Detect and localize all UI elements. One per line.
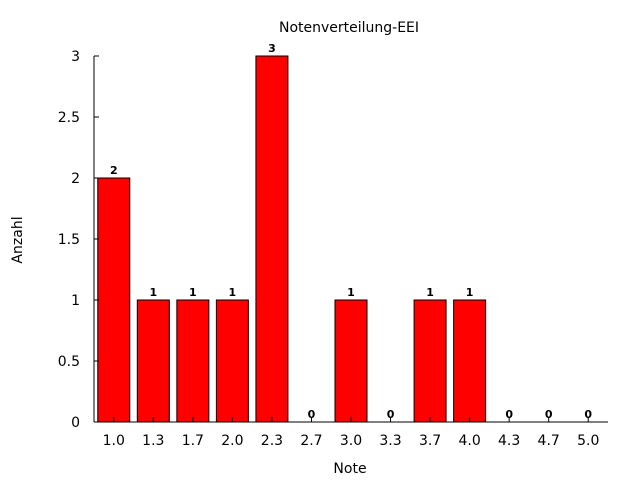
data-label-4.7: 0 xyxy=(545,408,553,421)
x-tick-label: 3.7 xyxy=(419,433,441,449)
data-label-3.3: 0 xyxy=(387,408,395,421)
data-labels-group: 2 1 1 1 3 0 1 0 1 1 0 0 0 xyxy=(110,42,592,421)
x-tick-label: 2.7 xyxy=(300,433,322,449)
x-tick-label: 4.0 xyxy=(458,433,480,449)
x-tick-label: 4.7 xyxy=(538,433,560,449)
y-tick-label: 0.5 xyxy=(58,354,80,370)
bars-group xyxy=(97,55,487,423)
chart-title: Notenverteilung-EEI xyxy=(279,20,419,36)
bar-3.0 xyxy=(334,299,368,423)
data-label-4.0: 1 xyxy=(466,286,474,299)
data-label-1.7: 1 xyxy=(189,286,197,299)
y-axis-title: Anzahl xyxy=(10,216,26,263)
data-label-3.0: 1 xyxy=(347,286,355,299)
bar-4.0 xyxy=(453,299,487,423)
bar-2.0 xyxy=(215,299,249,423)
x-tick-label: 4.3 xyxy=(498,433,520,449)
y-tick-label: 2.5 xyxy=(58,110,80,126)
data-label-4.3: 0 xyxy=(505,408,513,421)
x-tick-label: 1.3 xyxy=(142,433,164,449)
data-label-2.7: 0 xyxy=(308,408,316,421)
x-tick-label: 1.7 xyxy=(182,433,204,449)
bar-2.3 xyxy=(255,55,289,423)
x-tick-label: 3.3 xyxy=(379,433,401,449)
y-ticks-group: 0 0.5 1 1.5 2 2.5 3 xyxy=(58,49,99,431)
data-label-1.0: 2 xyxy=(110,164,118,177)
y-tick-label: 2 xyxy=(71,171,80,187)
x-tick-label: 2.0 xyxy=(221,433,243,449)
x-tick-label: 1.0 xyxy=(103,433,125,449)
x-tick-label: 5.0 xyxy=(577,433,599,449)
x-tick-label: 3.0 xyxy=(340,433,362,449)
data-label-2.0: 1 xyxy=(229,286,237,299)
bar-1.0 xyxy=(97,177,131,423)
bar-3.7 xyxy=(413,299,447,423)
y-tick-label: 3 xyxy=(71,49,80,65)
x-ticks-group: 1.0 1.3 1.7 2.0 2.3 2.7 3.0 3.3 3.7 4.0 4.3 4.7 5.0 xyxy=(103,417,599,449)
y-tick-label: 1 xyxy=(71,293,80,309)
x-tick-label: 2.3 xyxy=(261,433,283,449)
y-tick-label: 0 xyxy=(71,415,80,431)
data-label-2.3: 3 xyxy=(268,42,276,55)
y-tick-label: 1.5 xyxy=(58,232,80,248)
bar-1.3 xyxy=(136,299,170,423)
data-label-3.7: 1 xyxy=(426,286,434,299)
x-axis-title: Note xyxy=(333,461,366,477)
data-label-5.0: 0 xyxy=(584,408,592,421)
data-label-1.3: 1 xyxy=(149,286,157,299)
bar-1.7 xyxy=(176,299,210,423)
